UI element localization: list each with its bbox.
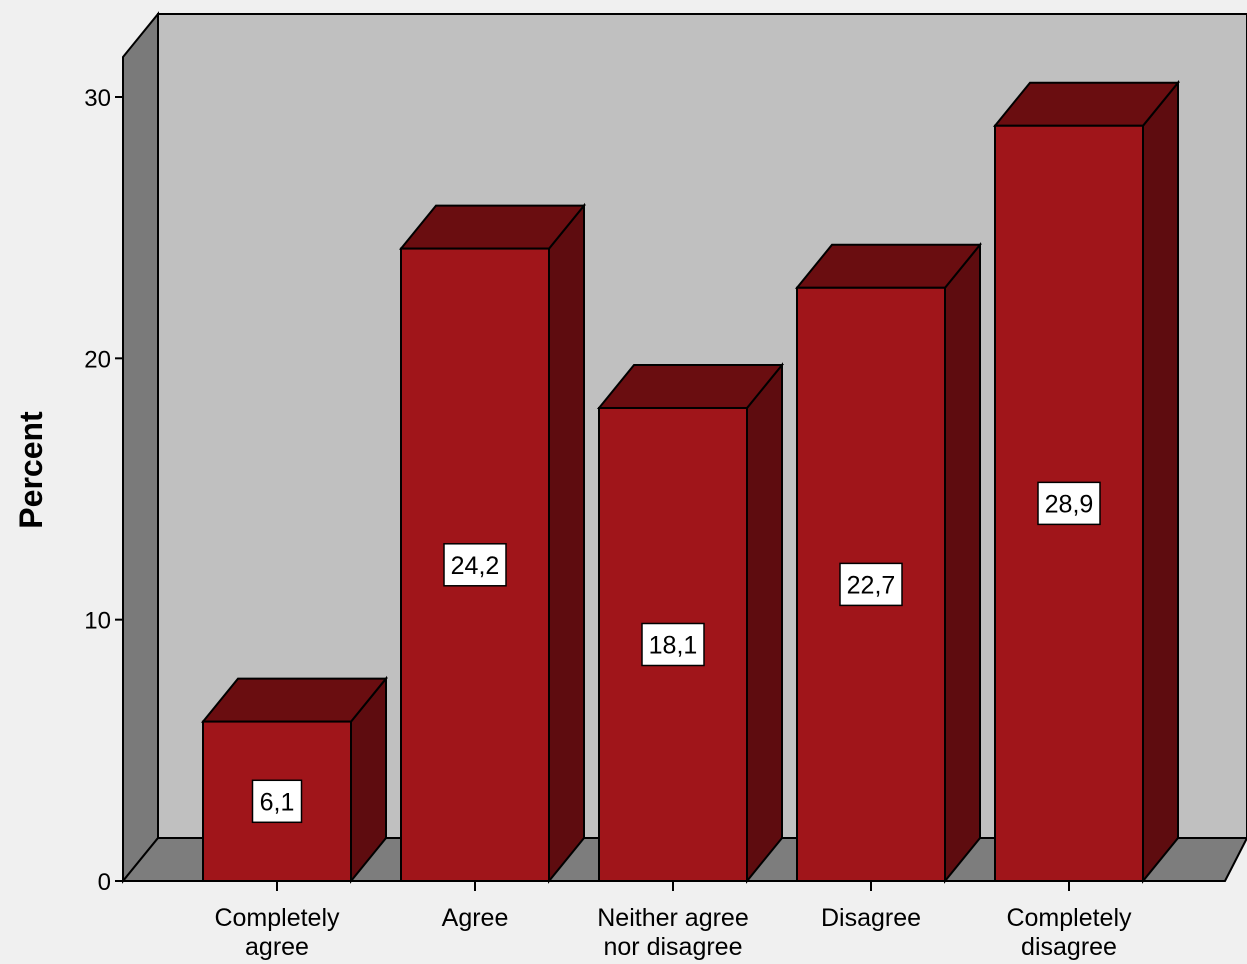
x-tick-label: Agree [442,904,509,932]
x-tick-label: Completely [214,904,340,932]
x-tick-label: Disagree [821,904,921,932]
bar-side [548,202,585,884]
bar-side [746,362,783,884]
y-tick-label: 20 [84,346,111,373]
data-label: 18,1 [641,622,705,667]
data-label: 6,1 [251,779,303,824]
data-label: 22,7 [839,562,903,607]
data-label: 28,9 [1037,481,1101,526]
data-label-box [1037,481,1101,526]
data-label: 24,2 [443,543,507,587]
data-label-box [839,562,903,607]
x-tick-label: agree [245,933,309,961]
bar-group [200,675,389,884]
data-label-box [443,543,507,587]
bar-group [596,362,785,884]
data-label-text: 24,2 [451,552,500,580]
bar-side [944,241,981,884]
y-tick-label: 10 [84,608,111,635]
x-tick-label: Completely [1006,904,1132,932]
bar-side [1142,79,1179,884]
y-tick-label: 0 [98,869,111,896]
data-label-text: 28,9 [1045,490,1094,518]
x-tick-label: disagree [1021,933,1117,961]
x-tick-label: Neither agree [597,904,748,932]
y-tick-label: 30 [84,85,111,112]
data-label-text: 22,7 [847,571,896,599]
data-label-text: 18,1 [649,631,698,659]
side-wall [122,11,159,884]
data-label-text: 6,1 [260,788,295,816]
data-label-box [641,622,705,667]
x-tick-label: nor disagree [604,933,743,961]
y-axis-label: Percent [13,411,49,529]
data-label-box [251,779,303,824]
